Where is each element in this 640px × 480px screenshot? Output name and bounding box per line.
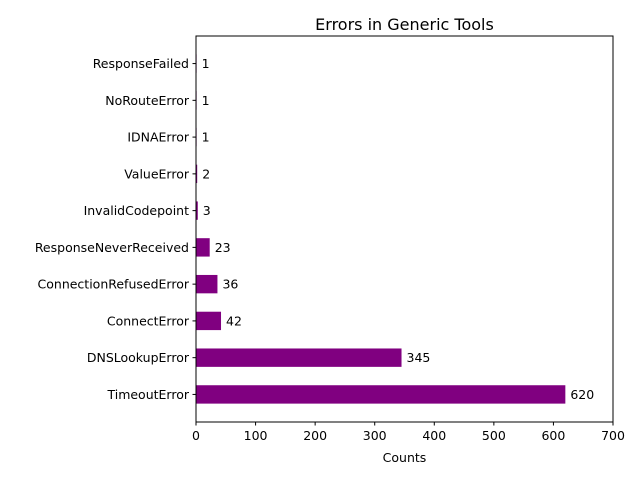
bar-InvalidCodepoint [196,201,198,220]
data-label-DNSLookupError: 345 [407,350,431,365]
x-tick-label-300: 300 [363,428,387,443]
x-tick-label-400: 400 [422,428,446,443]
y-tick-label-InvalidCodepoint: InvalidCodepoint [84,203,190,218]
y-tick-label-NoRouteError: NoRouteError [105,93,190,108]
x-tick-label-600: 600 [541,428,565,443]
plot-frame [195,35,614,423]
y-tick-label-TimeoutError: TimeoutError [106,387,189,402]
data-label-ConnectionRefusedError: 36 [222,277,238,292]
data-label-TimeoutError: 620 [570,387,594,402]
bar-ConnectError [196,311,222,331]
chart-title: Errors in Generic Tools [315,15,494,34]
y-axis-ticks: TimeoutError DNSLookupError ConnectError Co… [35,56,196,402]
data-label-ValueError: 2 [202,166,210,181]
data-labels-group: 620 345 42 36 23 3 2 1 1 1 [202,56,595,402]
x-tick-label-200: 200 [303,428,327,443]
bars-group [196,54,566,404]
y-tick-label-ResponseFailed: ResponseFailed [93,56,189,71]
x-axis-label: Counts [383,450,427,465]
y-tick-label-ValueError: ValueError [124,166,190,181]
data-label-ResponseFailed: 1 [202,56,210,71]
data-label-ResponseNeverReceived: 23 [215,240,231,255]
x-axis-ticks: 0 100 200 300 400 500 600 700 [192,422,625,443]
x-tick-label-0: 0 [192,428,200,443]
y-tick-label-DNSLookupError: DNSLookupError [87,350,190,365]
y-tick-label-ConnectionRefusedError: ConnectionRefusedError [38,277,190,292]
x-tick-label-700: 700 [601,428,625,443]
bar-ConnectionRefusedError [196,274,218,294]
data-label-NoRouteError: 1 [202,93,210,108]
bar-TimeoutError [196,385,566,404]
bar-DNSLookupError [196,348,402,367]
y-tick-label-ResponseNeverReceived: ResponseNeverReceived [35,240,189,255]
bar-ResponseNeverReceived [196,238,210,257]
data-label-IDNAError: 1 [202,130,210,145]
data-label-ConnectError: 42 [226,313,242,328]
y-tick-label-IDNAError: IDNAError [127,130,190,145]
bar-ValueError [196,164,198,184]
data-label-InvalidCodepoint: 3 [203,203,211,218]
x-tick-label-500: 500 [482,428,506,443]
y-tick-label-ConnectError: ConnectError [107,313,190,328]
x-tick-label-100: 100 [244,428,268,443]
